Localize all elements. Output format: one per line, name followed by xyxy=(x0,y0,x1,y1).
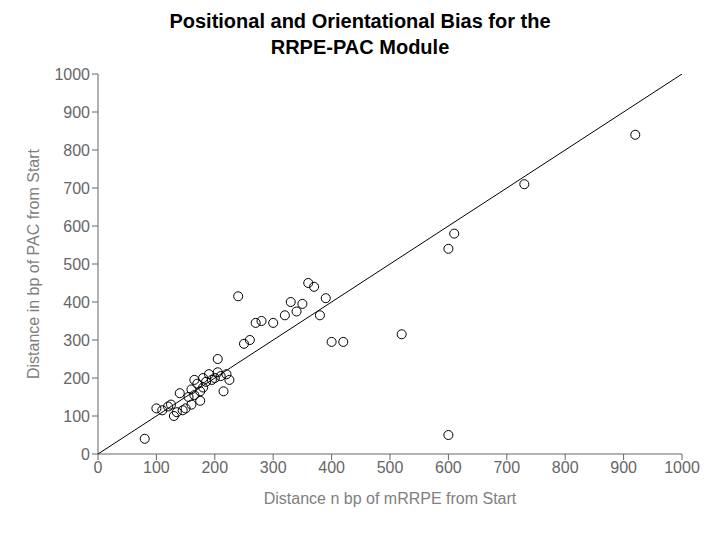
svg-text:600: 600 xyxy=(435,459,462,476)
svg-text:100: 100 xyxy=(143,459,170,476)
svg-text:100: 100 xyxy=(63,408,90,425)
svg-text:800: 800 xyxy=(63,142,90,159)
html-text:Positional and Orientational B: Positional and Orientational Bias for th… xyxy=(169,10,551,32)
svg-text:900: 900 xyxy=(610,459,637,476)
svg-text:400: 400 xyxy=(318,459,345,476)
svg-text:1000: 1000 xyxy=(54,66,90,83)
svg-text:600: 600 xyxy=(63,218,90,235)
svg-text:300: 300 xyxy=(260,459,287,476)
svg-text:500: 500 xyxy=(63,256,90,273)
svg-text:700: 700 xyxy=(493,459,520,476)
svg-text:0: 0 xyxy=(94,459,103,476)
svg-text:500: 500 xyxy=(377,459,404,476)
svg-text:200: 200 xyxy=(63,370,90,387)
svg-text:400: 400 xyxy=(63,294,90,311)
svg-text:Distance in bp of PAC from Sta: Distance in bp of PAC from Start xyxy=(25,148,42,379)
svg-text:200: 200 xyxy=(201,459,228,476)
svg-text:700: 700 xyxy=(63,180,90,197)
svg-text:Distance n bp of mRRPE from St: Distance n bp of mRRPE from Start xyxy=(264,490,517,507)
svg-text:0: 0 xyxy=(81,446,90,463)
svg-text:800: 800 xyxy=(552,459,579,476)
html-text:RRPE-PAC Module: RRPE-PAC Module xyxy=(270,36,450,58)
svg-text:900: 900 xyxy=(63,104,90,121)
svg-text:1000: 1000 xyxy=(664,459,700,476)
svg-text:300: 300 xyxy=(63,332,90,349)
